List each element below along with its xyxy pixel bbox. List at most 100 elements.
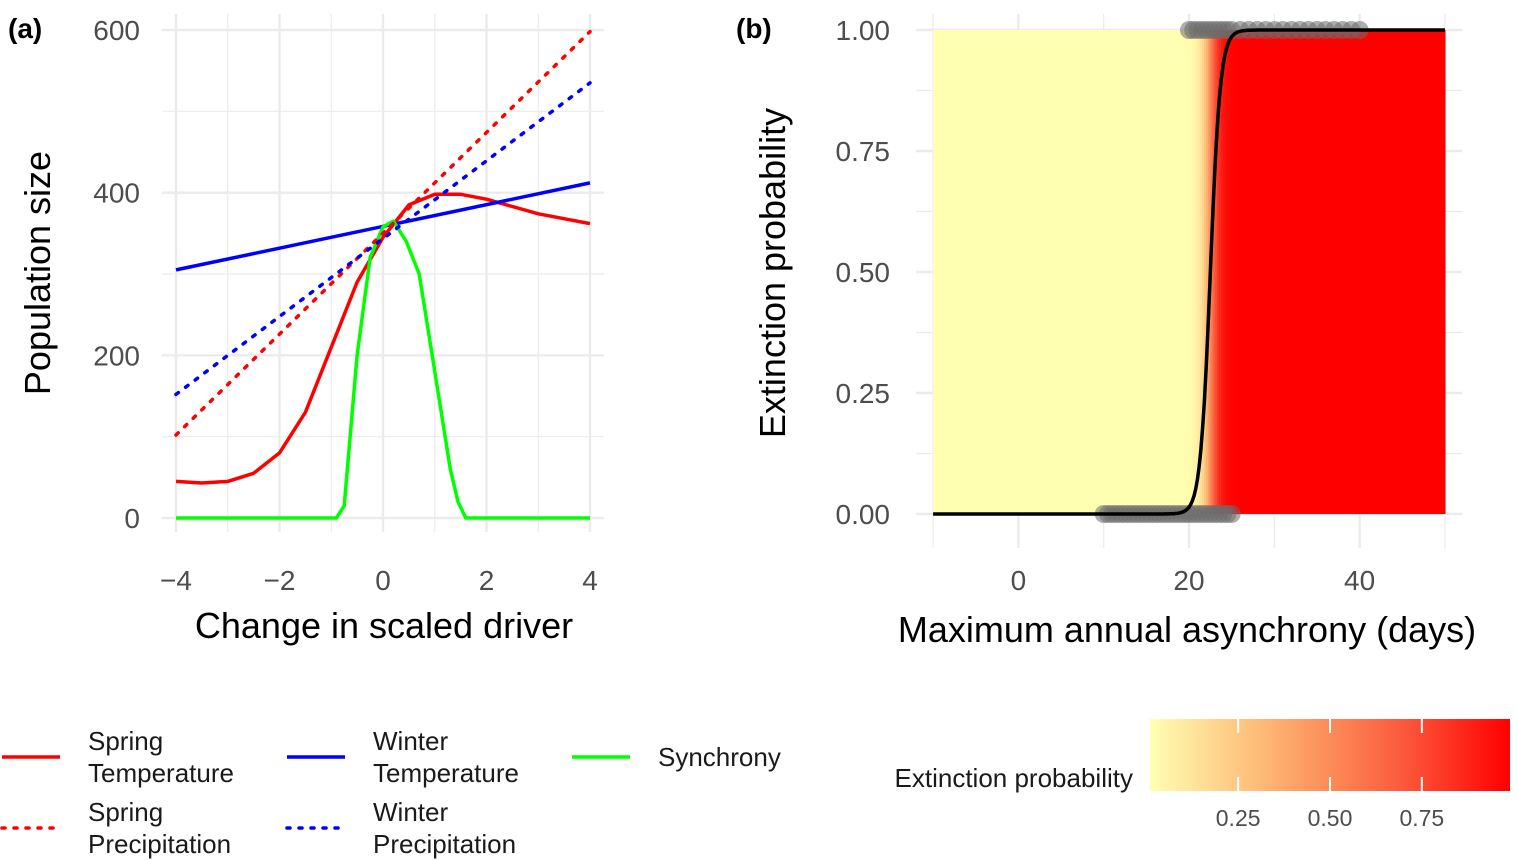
probability-band-cell [1421, 30, 1425, 514]
panel-b-y-tick-label: 0.25 [836, 378, 891, 409]
probability-band-cell [962, 30, 966, 514]
colorbar-ticks: 0.25 0.50 0.75 [1216, 719, 1444, 831]
probability-band-cell [1385, 30, 1388, 514]
probability-band-cell [1412, 30, 1416, 514]
probability-band-cell [1197, 30, 1201, 514]
probability-band-cell [1321, 30, 1324, 514]
probability-band-cell [1046, 30, 1049, 514]
probability-band-cell [1193, 30, 1196, 514]
probability-band-cell [1007, 30, 1011, 514]
probability-band-cell [1131, 30, 1135, 514]
probability-band-cell [1323, 30, 1327, 514]
probability-band-cell [1244, 30, 1248, 514]
probability-band-cell [1280, 30, 1284, 514]
panel-b-y-tick-label: 0.50 [836, 257, 891, 288]
panel-b-x-tick-labels: 0 20 40 [1011, 565, 1376, 596]
probability-band-cell [1071, 30, 1075, 514]
panel-a-y-tick-label: 400 [93, 178, 140, 209]
probability-band-cell [1114, 30, 1118, 514]
panel-a-y-tick-label: 200 [93, 340, 140, 371]
probability-band-cell [1090, 30, 1094, 514]
probability-band-cell [1430, 30, 1433, 514]
probability-band-cell [945, 30, 949, 514]
panel-b-colorbar-legend: Extinction probability 0.25 0.50 0.75 [895, 719, 1510, 831]
probability-band-cell [1220, 30, 1224, 514]
probability-band-cell [1125, 30, 1128, 514]
probability-band-cell [1248, 30, 1252, 514]
probability-band-cell [1246, 30, 1250, 514]
panel-a-y-tick-label: 0 [124, 503, 140, 534]
probability-band-cell [1048, 30, 1051, 514]
probability-band-cell [965, 30, 968, 514]
probability-band-cell [1293, 30, 1297, 514]
probability-band-cell [1272, 30, 1275, 514]
legend-label-winter-temperature: Winter [373, 726, 448, 756]
probability-band-cell [1050, 30, 1054, 514]
probability-band-cell [1229, 30, 1233, 514]
probability-band-cell [1361, 30, 1365, 514]
probability-band-cell [999, 30, 1002, 514]
probability-band-cell [1378, 30, 1382, 514]
legend-label-spring-temperature: Temperature [88, 758, 234, 788]
probability-band-cell [1088, 30, 1092, 514]
probability-band-cell [1404, 30, 1408, 514]
probability-band-cell [1419, 30, 1423, 514]
probability-band-cell [1122, 30, 1126, 514]
probability-band-cell [960, 30, 964, 514]
probability-band-cell [1101, 30, 1105, 514]
series-line-spring-precipitation [174, 29, 592, 437]
probability-band-cell [1400, 30, 1403, 514]
probability-band-cell [1201, 30, 1205, 514]
probability-band-cell [1327, 30, 1331, 514]
probability-band-cell [1146, 30, 1150, 514]
probability-band-cell [1152, 30, 1156, 514]
probability-band-cell [1376, 30, 1380, 514]
probability-band-cell [1135, 30, 1139, 514]
probability-band-cell [1099, 30, 1103, 514]
probability-band-cell [1107, 30, 1111, 514]
probability-band-cell [1026, 30, 1030, 514]
probability-band-cell [1263, 30, 1267, 514]
probability-band-cell [952, 30, 955, 514]
panel-a-series-lines [174, 29, 592, 520]
probability-band-cell [1257, 30, 1260, 514]
panel-a-label: (a) [8, 13, 42, 44]
probability-band-cell [1348, 30, 1352, 514]
panel-a-x-tick-label: 2 [479, 565, 495, 596]
panel-a-x-tick-label: −2 [264, 565, 296, 596]
probability-band-cell [1278, 30, 1282, 514]
probability-band-cell [1406, 30, 1410, 514]
probability-band-cell [1325, 30, 1329, 514]
probability-band-cell [1255, 30, 1258, 514]
probability-band-cell [1212, 30, 1216, 514]
panel-b-extinction-chart: (b) 0.00 0.25 0.50 0.75 1.00 0 20 40 Maximum a… [736, 13, 1476, 650]
probability-band-cell [1003, 30, 1007, 514]
probability-band-cell [1366, 30, 1369, 514]
probability-band-cell [1095, 30, 1098, 514]
probability-band-cell [1061, 30, 1064, 514]
probability-band-cell [1157, 30, 1160, 514]
probability-band-cell [1029, 30, 1032, 514]
probability-band-cell [937, 30, 941, 514]
probability-band-cell [1189, 30, 1192, 514]
panel-a-legend: SpringTemperatureWinterTemperatureSynchr… [0, 726, 781, 859]
probability-band-cell [1033, 30, 1037, 514]
probability-band-cell [1022, 30, 1026, 514]
probability-band-cell [947, 30, 951, 514]
colorbar-tick-label: 0.75 [1399, 805, 1444, 831]
probability-band-cell [1240, 30, 1243, 514]
probability-band-cell [1129, 30, 1133, 514]
probability-band-cell [1195, 30, 1199, 514]
probability-band-cell [1043, 30, 1047, 514]
probability-band-cell [1031, 30, 1034, 514]
probability-band-cell [1359, 30, 1363, 514]
probability-band-cell [1238, 30, 1241, 514]
panel-a-x-tick-label: −4 [160, 565, 192, 596]
probability-band-cell [1331, 30, 1335, 514]
probability-band-cell [971, 30, 975, 514]
panel-a-x-axis-title: Change in scaled driver [195, 605, 573, 646]
probability-band-cell [1299, 30, 1303, 514]
legend-label-spring-temperature: Spring [88, 726, 163, 756]
probability-band-cell [1340, 30, 1344, 514]
probability-band-cell [982, 30, 985, 514]
